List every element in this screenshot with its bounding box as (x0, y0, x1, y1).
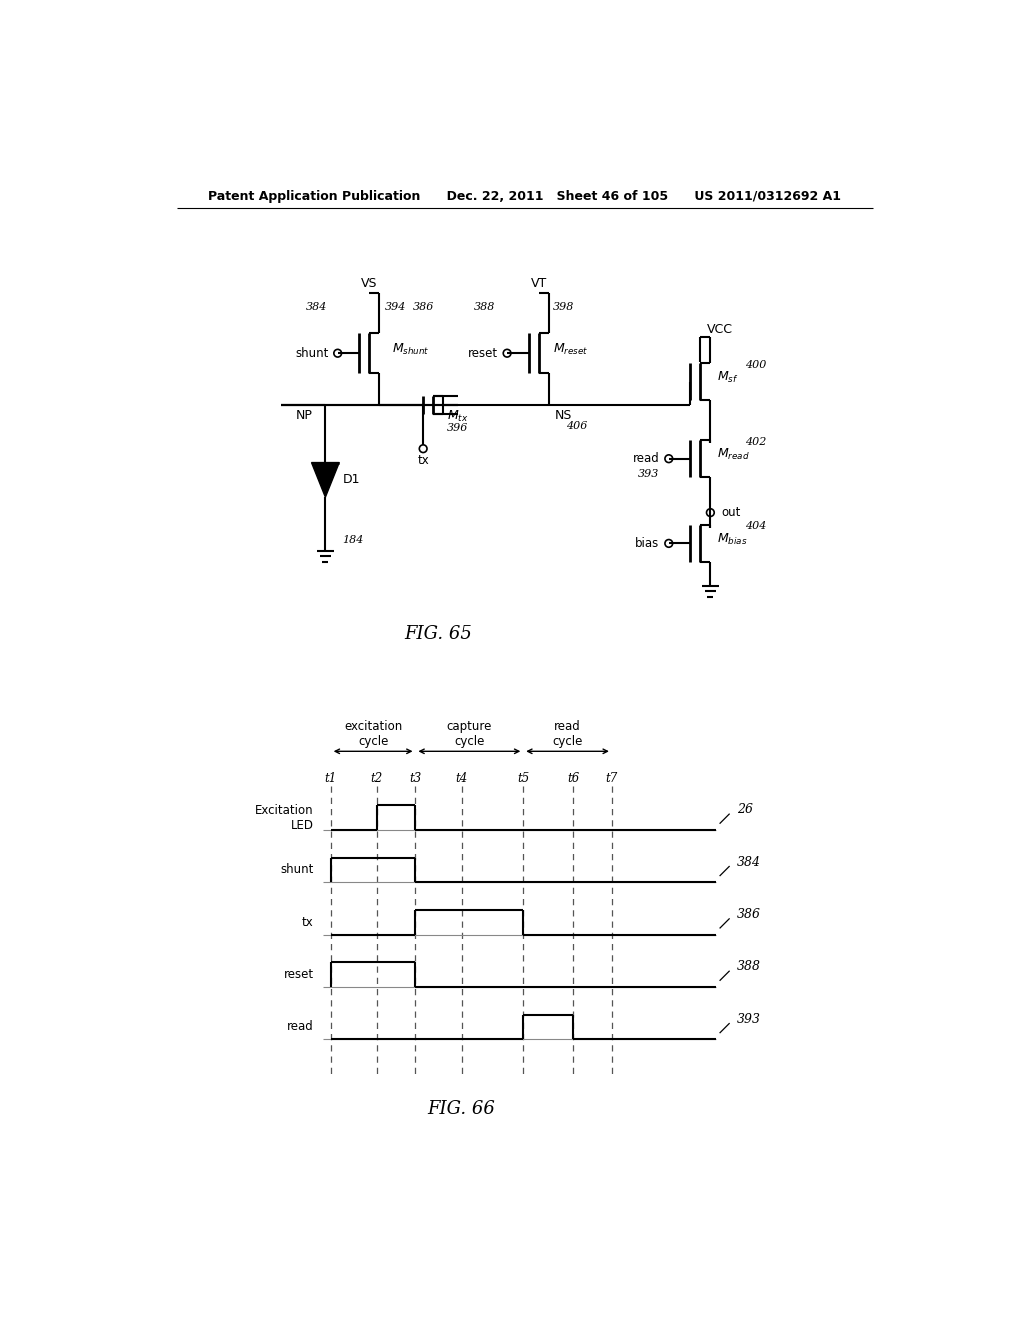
Text: read
cycle: read cycle (552, 721, 583, 748)
Text: read: read (287, 1020, 313, 1034)
Text: shunt: shunt (295, 347, 329, 360)
Text: 394: 394 (385, 302, 407, 312)
Text: 386: 386 (737, 908, 761, 921)
Text: t6: t6 (567, 772, 580, 785)
Text: FIG. 66: FIG. 66 (428, 1101, 496, 1118)
Text: tx: tx (418, 454, 429, 467)
Text: NP: NP (296, 409, 313, 422)
Text: excitation
cycle: excitation cycle (344, 721, 402, 748)
Text: 26: 26 (737, 804, 754, 816)
Text: 396: 396 (447, 422, 468, 433)
Text: $M_{tx}$: $M_{tx}$ (447, 409, 469, 424)
Text: $M_{reset}$: $M_{reset}$ (553, 342, 588, 356)
Text: FIG. 65: FIG. 65 (404, 626, 472, 643)
Text: reset: reset (468, 347, 498, 360)
Text: shunt: shunt (281, 863, 313, 876)
Text: out: out (721, 506, 740, 519)
Text: t2: t2 (371, 772, 383, 785)
Text: bias: bias (635, 537, 659, 550)
Polygon shape (311, 462, 339, 498)
Text: VCC: VCC (707, 323, 732, 335)
Text: t4: t4 (456, 772, 468, 785)
Text: 184: 184 (342, 535, 364, 545)
Text: 388: 388 (737, 961, 761, 973)
Text: VT: VT (530, 277, 547, 290)
Text: 400: 400 (745, 360, 766, 370)
Text: tx: tx (302, 916, 313, 929)
Text: t7: t7 (605, 772, 617, 785)
Text: $M_{bias}$: $M_{bias}$ (717, 532, 748, 546)
Text: $M_{read}$: $M_{read}$ (717, 447, 750, 462)
Text: 402: 402 (745, 437, 766, 446)
Text: D1: D1 (342, 473, 359, 486)
Text: reset: reset (284, 968, 313, 981)
Text: 404: 404 (745, 521, 766, 532)
Text: Patent Application Publication      Dec. 22, 2011   Sheet 46 of 105      US 2011: Patent Application Publication Dec. 22, … (208, 190, 842, 203)
Text: $M_{shunt}$: $M_{shunt}$ (392, 342, 430, 356)
Text: t3: t3 (410, 772, 422, 785)
Text: NS: NS (555, 409, 572, 422)
Text: t5: t5 (517, 772, 529, 785)
Text: read: read (633, 453, 659, 465)
Text: 393: 393 (737, 1012, 761, 1026)
Text: 384: 384 (305, 302, 327, 312)
Text: VS: VS (361, 277, 378, 290)
Text: 384: 384 (737, 855, 761, 869)
Text: 398: 398 (553, 302, 573, 312)
Text: $M_{sf}$: $M_{sf}$ (717, 371, 739, 385)
Text: 393: 393 (638, 469, 659, 479)
Text: 406: 406 (565, 421, 587, 432)
Text: 386: 386 (413, 302, 434, 312)
Text: t1: t1 (325, 772, 337, 785)
Text: Excitation
LED: Excitation LED (255, 804, 313, 832)
Text: capture
cycle: capture cycle (446, 721, 493, 748)
Text: 388: 388 (474, 302, 496, 312)
